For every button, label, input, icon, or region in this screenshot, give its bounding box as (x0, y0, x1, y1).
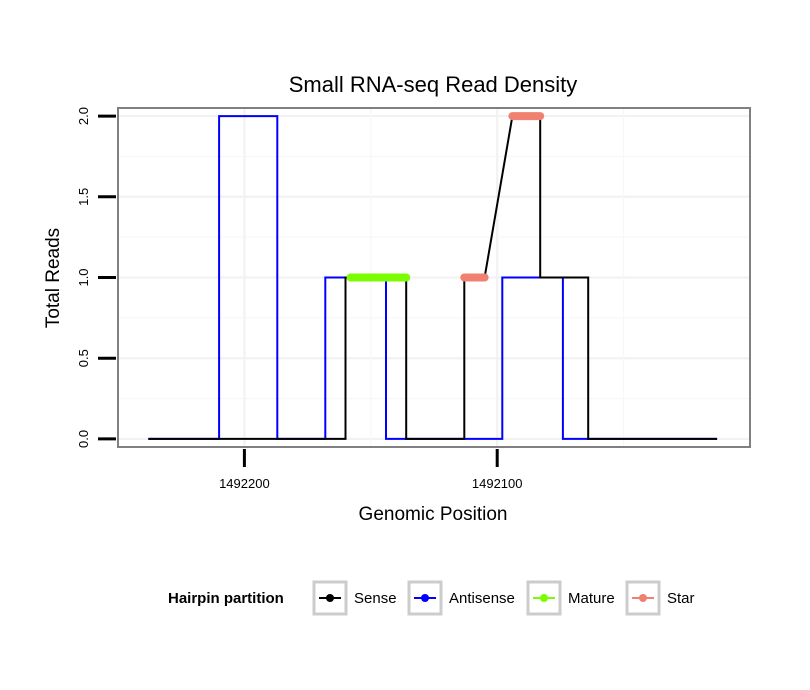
y-tick-label: 0.5 (76, 349, 91, 367)
grid-lines (118, 108, 750, 447)
x-tick-label: 1492200 (219, 476, 270, 491)
y-tick-label: 1.0 (76, 268, 91, 286)
legend-label-sense: Sense (354, 590, 397, 607)
legend-marker-antisense (421, 594, 429, 602)
legend-label-antisense: Antisense (449, 590, 515, 607)
legend-label-mature: Mature (568, 590, 615, 607)
y-axis-label: Total Reads (43, 228, 64, 328)
series-lines (148, 112, 718, 440)
legend-label-star: Star (667, 590, 695, 607)
axes: 0.0 0.5 1.0 1.5 2.0 1492200 1492100 (76, 107, 523, 491)
y-tick-label: 2.0 (76, 107, 91, 125)
legend-marker-sense (326, 594, 334, 602)
legend: Hairpin partition Sense Antisense Mature St… (168, 580, 695, 616)
x-axis-label: Genomic Position (359, 504, 508, 525)
legend-title: Hairpin partition (168, 590, 284, 607)
chart-title: Small RNA-seq Read Density (289, 72, 578, 97)
plot-panel-border (117, 107, 751, 448)
legend-marker-star (639, 594, 647, 602)
legend-marker-mature (540, 594, 548, 602)
x-tick-label: 1492100 (472, 476, 523, 491)
y-tick-label: 0.0 (76, 430, 91, 448)
y-tick-label: 1.5 (76, 188, 91, 206)
